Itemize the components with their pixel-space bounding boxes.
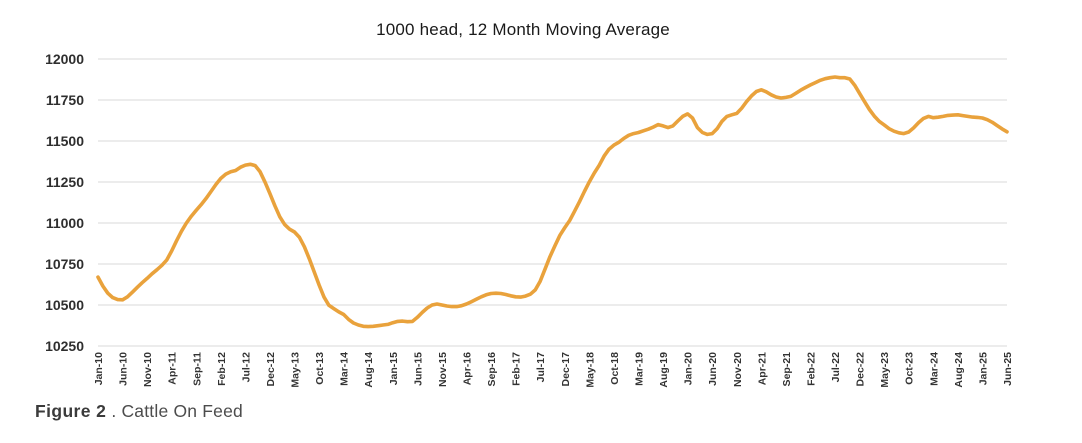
figure-caption: Figure 2 . Cattle On Feed: [35, 401, 243, 422]
x-axis-tick-label: Nov-10: [142, 352, 154, 387]
x-axis-tick-label: Mar-24: [928, 352, 940, 386]
y-axis-tick-label: 11750: [46, 92, 84, 108]
x-axis-tick-label: Jul-17: [535, 352, 547, 383]
x-axis-tick-label: Oct-23: [904, 352, 916, 385]
x-axis-tick-label: May-13: [290, 352, 302, 388]
x-axis-tick-label: Apr-21: [756, 352, 768, 385]
x-axis-tick-label: Nov-20: [732, 352, 744, 387]
x-axis-tick-label: Oct-13: [314, 352, 326, 385]
x-axis-tick-label: Dec-22: [855, 352, 867, 387]
x-axis-tick-label: Sep-21: [781, 352, 793, 387]
x-axis-tick-label: Mar-14: [339, 352, 351, 386]
y-axis-tick-label: 10500: [45, 297, 84, 313]
x-axis-tick-label: Feb-17: [511, 352, 523, 386]
x-axis-tick-label: Nov-15: [437, 352, 449, 387]
chart-title: 1000 head, 12 Month Moving Average: [376, 20, 670, 39]
x-axis-tick-label: Mar-19: [633, 352, 645, 386]
y-axis-tick-label: 11000: [46, 215, 84, 231]
x-axis-tick-label: Jul-22: [830, 352, 842, 383]
x-axis-tick-label: Jan-10: [93, 352, 105, 385]
y-axis-tick-label: 10750: [45, 256, 84, 272]
x-axis-tick-label: Sep-16: [486, 352, 498, 387]
moving-average-line: [96, 75, 1009, 329]
x-axis-tick-label: May-23: [879, 352, 891, 388]
x-axis-tick-label: Dec-12: [265, 352, 277, 387]
x-axis-tick-label: Aug-24: [953, 352, 965, 388]
y-axis-tick-label: 12000: [45, 51, 84, 67]
x-axis-tick-label: Apr-16: [462, 352, 474, 385]
figure-caption-separator: .: [106, 401, 122, 421]
x-axis-tick-label: Sep-11: [191, 352, 203, 386]
x-axis-tick-label: Dec-17: [560, 352, 572, 387]
cattle-on-feed-line-chart: 10250 10500 10750 11000 11250 11500 11750 12000…: [45, 51, 1014, 388]
x-axis-tick-label: Jan-25: [977, 352, 989, 385]
y-axis-tick-label: 11250: [46, 174, 84, 190]
y-axis-tick-label: 10250: [45, 338, 84, 354]
figure-caption-number: Figure 2: [35, 401, 107, 421]
x-axis-tick-label: Jun-25: [1002, 352, 1014, 386]
x-axis-tick-label: Jul-12: [240, 352, 252, 383]
x-axis-tick-label: Aug-19: [658, 352, 670, 388]
y-axis-tick-label: 11500: [46, 133, 84, 149]
x-axis-tick-label: Jan-15: [388, 352, 400, 385]
x-axis-tick-label: Oct-18: [609, 352, 621, 385]
x-axis-tick-label: Aug-14: [363, 352, 375, 388]
x-axis-tick-label: Jun-10: [118, 352, 130, 386]
x-axis-tick-label: Jun-20: [707, 352, 719, 386]
x-axis-tick-label: Feb-22: [805, 352, 817, 386]
figure-caption-title: Cattle On Feed: [121, 401, 243, 421]
x-axis-tick-label: Jun-15: [412, 352, 424, 386]
x-axis-tick-label: Apr-11: [167, 352, 179, 385]
x-axis-tick-label: Jan-20: [683, 352, 695, 385]
x-axis-tick-label: Feb-12: [216, 352, 228, 386]
x-axis-tick-label: May-18: [584, 352, 596, 388]
